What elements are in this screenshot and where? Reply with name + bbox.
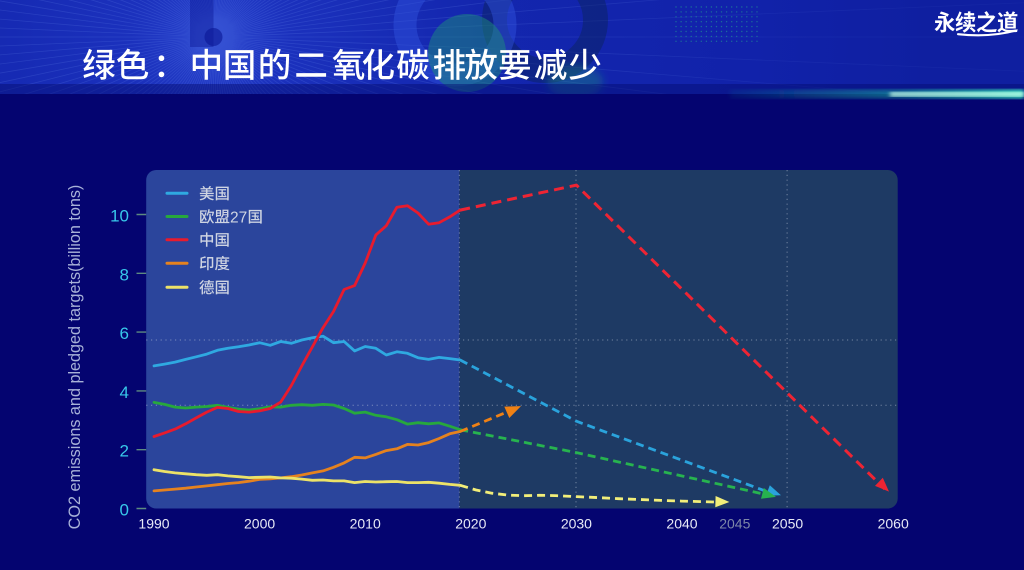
svg-text:CO2 emissions and pledged targ: CO2 emissions and pledged targets(billio… <box>66 185 84 530</box>
svg-text:10: 10 <box>110 207 129 226</box>
svg-text:2040: 2040 <box>666 516 697 532</box>
svg-text:2050: 2050 <box>772 516 803 532</box>
svg-text:6: 6 <box>120 324 129 343</box>
svg-text:2045: 2045 <box>719 516 750 532</box>
svg-text:27: 27 <box>230 209 247 226</box>
svg-text:2010: 2010 <box>350 516 381 532</box>
svg-text:0: 0 <box>120 501 129 520</box>
svg-text:2000: 2000 <box>244 516 275 532</box>
svg-text:2060: 2060 <box>878 516 909 532</box>
svg-text:2030: 2030 <box>561 516 592 532</box>
svg-text:8: 8 <box>120 265 129 284</box>
svg-text:4: 4 <box>120 383 129 402</box>
svg-text:1990: 1990 <box>138 516 169 532</box>
svg-text:2020: 2020 <box>455 516 486 532</box>
svg-text:2: 2 <box>120 442 129 461</box>
